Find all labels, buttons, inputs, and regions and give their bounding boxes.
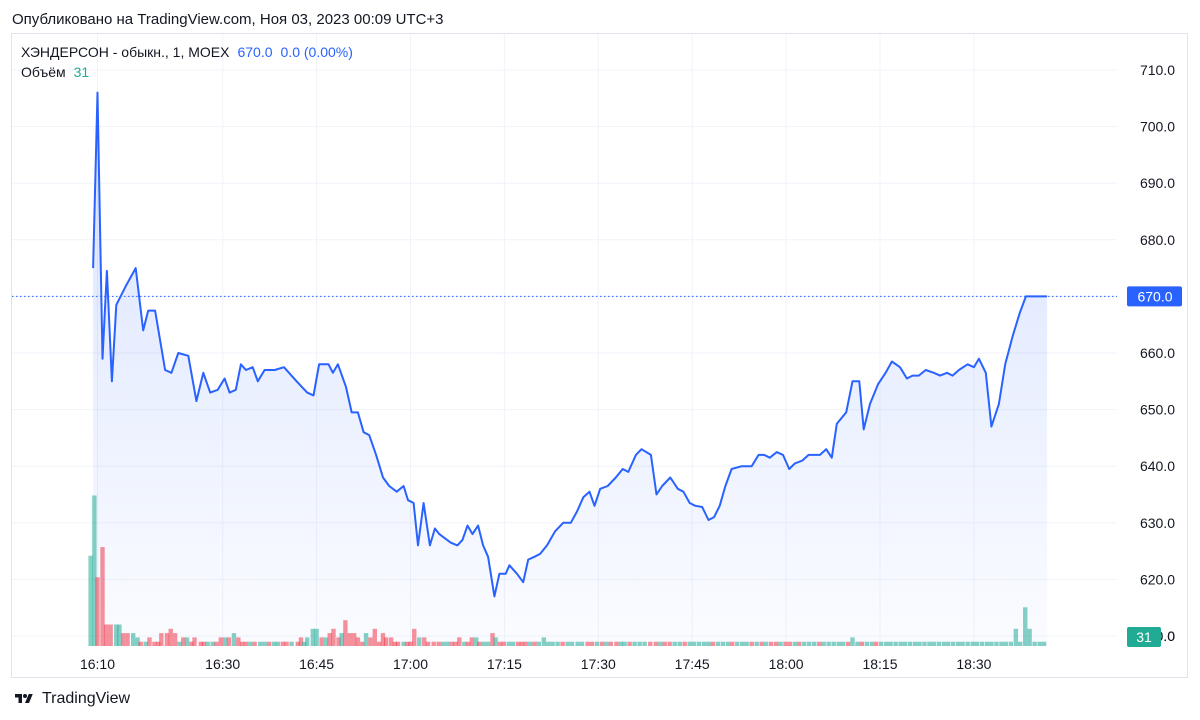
axis-tags: 670.0 31 — [1127, 286, 1182, 647]
volume-legend[interactable]: Объём 31 — [21, 64, 89, 80]
x-axis[interactable]: 16:10 16:30 16:45 17:00 17:15 17:30 17:45 18:00… — [80, 656, 992, 672]
y-tick-label: 620.0 — [1140, 571, 1175, 587]
x-tick-label: 17:45 — [675, 656, 710, 672]
y-tick-label: 710.0 — [1140, 62, 1175, 78]
chart-frame — [11, 33, 1188, 678]
x-tick-label: 17:15 — [487, 656, 522, 672]
volume-tag-label: 31 — [1136, 629, 1152, 645]
symbol-legend[interactable]: ХЭНДЕРСОН - обыкн., 1, MOEX 670.0 0.0 (0.0… — [21, 44, 353, 60]
x-tick-label: 16:30 — [205, 656, 240, 672]
x-tick-label: 17:00 — [393, 656, 428, 672]
price-area-fill — [93, 92, 1048, 646]
x-tick-label: 17:30 — [581, 656, 616, 672]
last-price-tag-label: 670.0 — [1137, 288, 1172, 304]
x-tick-label: 18:15 — [862, 656, 897, 672]
price-line — [92, 91, 1048, 598]
y-tick-label: 630.0 — [1140, 515, 1175, 531]
y-axis[interactable]: 710.0 700.0 690.0 680.0 670.0 660.0 650.0 640.0… — [1140, 62, 1175, 644]
x-tick-label: 16:10 — [80, 656, 115, 672]
x-tick-label: 18:30 — [956, 656, 991, 672]
last-price-tag — [1127, 286, 1182, 307]
y-tick-label: 700.0 — [1140, 119, 1175, 135]
volume-tag — [1127, 627, 1161, 647]
volume-label: Объём — [21, 64, 66, 80]
symbol-title[interactable]: ХЭНДЕРСОН - обыкн., 1, MOEX — [21, 44, 230, 60]
y-tick-label: 650.0 — [1140, 402, 1175, 418]
last-price: 670.0 — [237, 44, 273, 60]
x-tick-label: 18:00 — [769, 656, 804, 672]
y-tick-label: 690.0 — [1140, 175, 1175, 191]
price-area — [12, 91, 1117, 646]
brand-name: TradingView — [42, 690, 131, 707]
tradingview-logo-icon — [15, 694, 33, 703]
volume-bar — [88, 555, 93, 646]
y-tick-label: 660.0 — [1140, 345, 1175, 361]
published-note: Опубликовано на TradingView.com, Ноя 03,… — [12, 11, 444, 28]
y-tick-label: 640.0 — [1140, 458, 1175, 474]
y-tick-label: 680.0 — [1140, 232, 1175, 248]
tradingview-brand[interactable]: TradingView — [12, 690, 130, 708]
volume-value: 31 — [73, 64, 90, 80]
price-change: 0.0 (0.00%) — [280, 44, 353, 60]
x-tick-label: 16:45 — [299, 656, 334, 672]
